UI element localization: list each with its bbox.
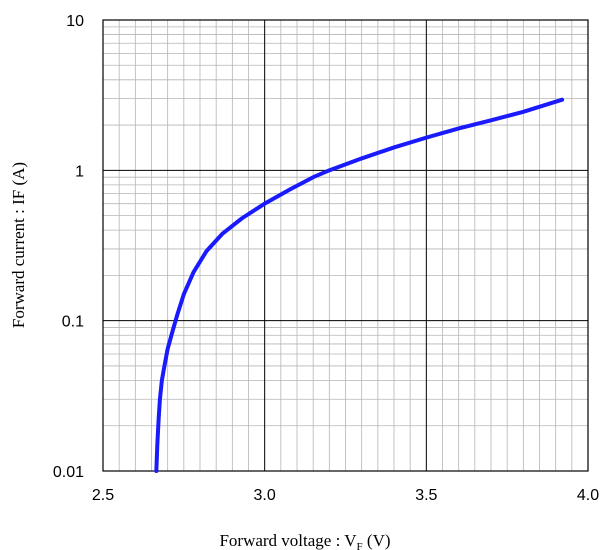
major-grid	[103, 20, 588, 471]
minor-grid	[103, 20, 588, 471]
plot-frame	[102, 19, 589, 472]
x-tick-label: 3.0	[254, 487, 276, 504]
y-tick-label: 10	[66, 13, 84, 30]
x-axis-label-unit: (V)	[363, 531, 391, 550]
y-tick-label: 0.01	[53, 464, 84, 481]
y-tick-label: 0.1	[62, 314, 84, 331]
x-tick-label: 3.5	[415, 487, 437, 504]
x-axis-label: Forward voltage : VF (V)	[219, 531, 390, 550]
x-tick-labels: 2.5 3.0 3.5 4.0	[92, 487, 599, 504]
x-axis-label-subscript: F	[357, 541, 363, 550]
x-tick-label: 2.5	[92, 487, 114, 504]
x-tick-label: 4.0	[577, 487, 599, 504]
y-tick-labels: 10 1 0.1 0.01	[53, 13, 84, 481]
y-axis-label: Forward current : IF (A)	[9, 162, 28, 328]
series-layer	[154, 97, 565, 473]
y-tick-label: 1	[75, 163, 84, 180]
series-line-1	[154, 97, 565, 473]
